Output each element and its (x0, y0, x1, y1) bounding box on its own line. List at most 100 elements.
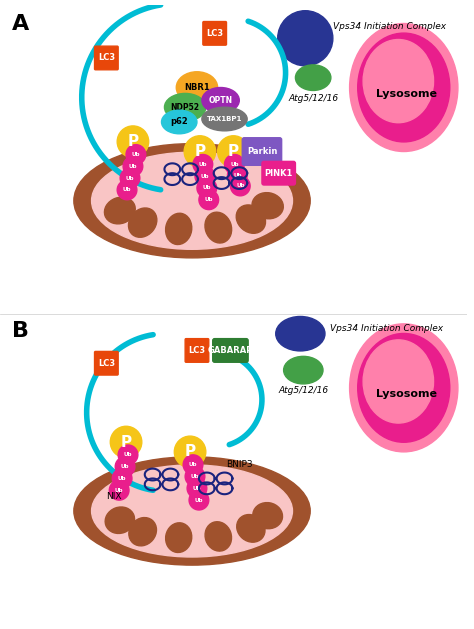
Ellipse shape (176, 72, 218, 103)
Text: P: P (194, 144, 205, 159)
Text: NDP52: NDP52 (171, 103, 200, 112)
FancyBboxPatch shape (262, 162, 295, 185)
Text: Ub: Ub (199, 162, 207, 167)
Circle shape (117, 126, 149, 157)
Ellipse shape (74, 143, 310, 258)
Ellipse shape (91, 152, 292, 249)
Ellipse shape (236, 205, 265, 233)
Text: Ub: Ub (124, 452, 132, 457)
Circle shape (218, 136, 249, 167)
Circle shape (118, 445, 138, 465)
Text: LC3: LC3 (98, 53, 115, 62)
Text: LC3: LC3 (206, 29, 223, 38)
Text: LC3: LC3 (98, 359, 115, 368)
Text: Atg5/12/16: Atg5/12/16 (278, 386, 328, 395)
Circle shape (230, 176, 250, 196)
Text: Ub: Ub (189, 462, 197, 467)
Circle shape (183, 455, 203, 474)
Text: Ub: Ub (195, 498, 203, 503)
Text: p62: p62 (170, 118, 188, 126)
Circle shape (187, 479, 207, 498)
Ellipse shape (202, 107, 247, 131)
Text: Lysosome: Lysosome (376, 389, 437, 399)
Circle shape (225, 155, 244, 174)
Text: NBR1: NBR1 (184, 83, 210, 92)
Ellipse shape (162, 110, 197, 134)
Text: GABARAP: GABARAP (208, 346, 253, 355)
Text: PINK1: PINK1 (264, 169, 293, 177)
Text: Lysosome: Lysosome (376, 89, 437, 99)
Circle shape (197, 178, 217, 198)
Text: Ub: Ub (193, 486, 201, 491)
Circle shape (184, 136, 216, 167)
Text: Ub: Ub (132, 152, 140, 157)
Circle shape (189, 490, 209, 510)
Text: Ub: Ub (230, 162, 238, 167)
Circle shape (228, 165, 247, 185)
Text: A: A (12, 14, 29, 34)
Ellipse shape (363, 340, 434, 423)
Ellipse shape (252, 192, 283, 219)
Circle shape (123, 157, 143, 176)
Ellipse shape (237, 515, 265, 542)
Ellipse shape (104, 197, 135, 224)
Circle shape (278, 11, 333, 66)
Text: P: P (228, 144, 239, 159)
Ellipse shape (74, 457, 310, 565)
Ellipse shape (164, 94, 206, 121)
Ellipse shape (91, 465, 292, 557)
Text: NIX: NIX (106, 492, 122, 501)
Ellipse shape (350, 324, 458, 452)
Text: Parkin: Parkin (247, 147, 277, 156)
Ellipse shape (358, 33, 450, 142)
Ellipse shape (205, 212, 232, 243)
Ellipse shape (350, 23, 458, 152)
Circle shape (110, 426, 142, 458)
Circle shape (195, 166, 215, 186)
Ellipse shape (283, 357, 323, 384)
Ellipse shape (358, 333, 450, 442)
Text: Ub: Ub (191, 474, 199, 479)
Text: Ub: Ub (202, 186, 211, 191)
Text: Vps34 Initiation Complex: Vps34 Initiation Complex (333, 22, 446, 31)
Ellipse shape (276, 316, 325, 351)
Circle shape (199, 190, 219, 209)
Ellipse shape (165, 213, 192, 245)
Circle shape (174, 436, 206, 467)
FancyBboxPatch shape (203, 21, 227, 45)
FancyBboxPatch shape (185, 338, 209, 362)
Ellipse shape (205, 521, 231, 551)
Text: Ub: Ub (118, 476, 127, 481)
Ellipse shape (128, 208, 157, 237)
FancyBboxPatch shape (94, 46, 118, 70)
Text: B: B (12, 321, 29, 341)
Text: Ub: Ub (123, 187, 131, 192)
Circle shape (120, 169, 140, 188)
Ellipse shape (253, 503, 283, 529)
Text: P: P (128, 134, 138, 149)
Text: LC3: LC3 (188, 346, 206, 355)
Text: Ub: Ub (115, 487, 123, 493)
Circle shape (115, 457, 135, 477)
Text: Ub: Ub (126, 175, 134, 181)
Text: Ub: Ub (233, 172, 242, 177)
Text: OPTN: OPTN (209, 96, 233, 105)
Text: Atg5/12/16: Atg5/12/16 (288, 94, 338, 103)
Circle shape (109, 481, 129, 500)
Circle shape (112, 469, 132, 488)
Text: Ub: Ub (204, 198, 213, 203)
Text: P: P (120, 435, 132, 450)
FancyBboxPatch shape (94, 352, 118, 375)
Ellipse shape (363, 40, 434, 123)
Text: P: P (184, 444, 196, 459)
Ellipse shape (295, 65, 331, 91)
Circle shape (193, 155, 213, 174)
Circle shape (126, 145, 146, 164)
Text: TAX1BP1: TAX1BP1 (207, 116, 242, 122)
Ellipse shape (165, 523, 192, 552)
Circle shape (185, 467, 205, 486)
FancyBboxPatch shape (242, 138, 282, 165)
FancyBboxPatch shape (213, 338, 248, 362)
Text: BNIP3: BNIP3 (227, 460, 253, 469)
Ellipse shape (105, 507, 135, 533)
